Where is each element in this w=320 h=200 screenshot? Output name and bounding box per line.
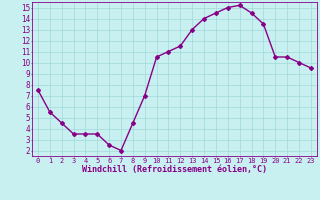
X-axis label: Windchill (Refroidissement éolien,°C): Windchill (Refroidissement éolien,°C) [82,165,267,174]
